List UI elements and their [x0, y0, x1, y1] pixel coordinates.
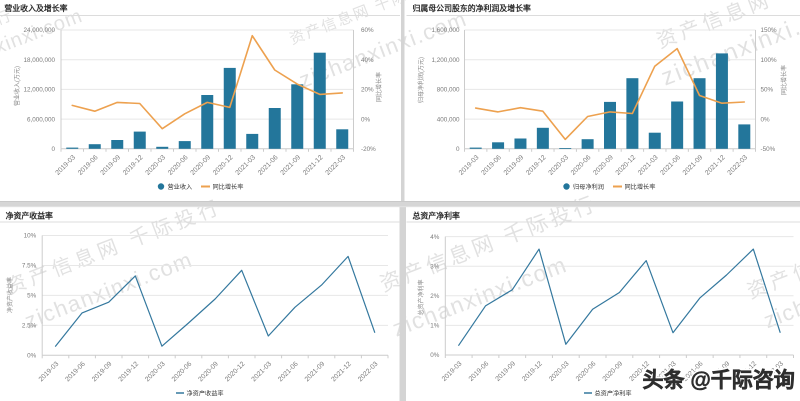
svg-text:2020-12: 2020-12 [212, 154, 235, 177]
svg-text:2019-03: 2019-03 [38, 361, 61, 384]
svg-text:2021-06: 2021-06 [659, 154, 682, 177]
svg-text:400,000: 400,000 [437, 116, 460, 123]
svg-text:营业收入(万元): 营业收入(万元) [13, 66, 21, 106]
svg-text:2020-03: 2020-03 [547, 154, 570, 177]
svg-text:10%: 10% [24, 233, 37, 240]
svg-text:1,600,000: 1,600,000 [431, 27, 460, 34]
svg-text:18,000,000: 18,000,000 [23, 57, 55, 64]
svg-text:800,000: 800,000 [437, 87, 460, 94]
svg-text:净资产收益率: 净资产收益率 [6, 211, 53, 221]
svg-text:2019-09: 2019-09 [503, 154, 526, 177]
svg-text:2019-12: 2019-12 [521, 360, 544, 383]
svg-text:同比增长率: 同比增长率 [375, 72, 383, 102]
svg-text:3%: 3% [430, 263, 440, 270]
svg-text:2020-09: 2020-09 [197, 361, 220, 384]
svg-text:0%: 0% [27, 353, 37, 360]
svg-text:0: 0 [456, 146, 460, 153]
svg-text:20%: 20% [361, 87, 374, 94]
svg-text:2021-03: 2021-03 [251, 361, 274, 384]
svg-text:归母净利润: 归母净利润 [573, 183, 604, 191]
svg-text:2021-09: 2021-09 [304, 361, 327, 384]
svg-text:同比增长率: 同比增长率 [625, 183, 656, 191]
svg-text:2%: 2% [430, 293, 440, 300]
svg-text:2022-03: 2022-03 [324, 154, 347, 177]
svg-text:2019-12: 2019-12 [122, 154, 145, 177]
svg-text:50%: 50% [761, 87, 774, 94]
svg-text:2021-12: 2021-12 [302, 154, 325, 177]
svg-text:2019-09: 2019-09 [494, 360, 517, 383]
svg-text:2020-06: 2020-06 [171, 361, 194, 384]
svg-text:2021-09: 2021-09 [682, 154, 705, 177]
svg-text:1,200,000: 1,200,000 [431, 57, 460, 64]
svg-text:2019-12: 2019-12 [525, 154, 548, 177]
svg-text:12,000,000: 12,000,000 [23, 87, 55, 94]
svg-text:2019-06: 2019-06 [468, 360, 491, 383]
svg-text:100%: 100% [761, 57, 778, 64]
svg-text:2020-03: 2020-03 [144, 154, 167, 177]
svg-text:净资产收益率: 净资产收益率 [6, 277, 14, 313]
svg-text:40%: 40% [361, 57, 374, 64]
svg-text:2021-12: 2021-12 [330, 361, 353, 384]
svg-text:2021-06: 2021-06 [277, 361, 300, 384]
svg-text:4%: 4% [430, 234, 440, 241]
svg-text:7.5%: 7.5% [22, 263, 37, 270]
svg-text:总资产净利率: 总资产净利率 [413, 211, 460, 221]
svg-text:营业收入: 营业收入 [168, 183, 193, 191]
svg-text:2020-03: 2020-03 [548, 360, 571, 383]
svg-text:-50%: -50% [761, 146, 776, 153]
svg-text:2021-03: 2021-03 [637, 154, 660, 177]
svg-text:1%: 1% [430, 323, 440, 330]
svg-text:24,000,000: 24,000,000 [23, 27, 55, 34]
svg-text:同比增长率: 同比增长率 [213, 183, 244, 191]
svg-text:2020-06: 2020-06 [167, 154, 190, 177]
svg-text:2019-09: 2019-09 [91, 361, 114, 384]
svg-text:2019-03: 2019-03 [54, 154, 77, 177]
svg-text:0%: 0% [430, 352, 440, 359]
svg-text:总资产净利率: 总资产净利率 [417, 279, 425, 315]
svg-text:2020-09: 2020-09 [602, 360, 625, 383]
svg-text:2020-12: 2020-12 [224, 361, 247, 384]
svg-text:0%: 0% [761, 116, 771, 123]
svg-text:2019-09: 2019-09 [99, 154, 122, 177]
svg-text:2019-06: 2019-06 [77, 154, 100, 177]
svg-text:60%: 60% [361, 27, 374, 34]
svg-text:5%: 5% [27, 293, 37, 300]
svg-text:同比增长率: 同比增长率 [780, 65, 788, 95]
svg-text:头条 @千际咨询: 头条 @千际咨询 [643, 368, 795, 392]
svg-text:2019-06: 2019-06 [480, 154, 503, 177]
svg-text:2019-06: 2019-06 [64, 361, 87, 384]
svg-text:2020-09: 2020-09 [189, 154, 212, 177]
svg-text:2020-06: 2020-06 [570, 154, 593, 177]
svg-text:0%: 0% [361, 116, 371, 123]
svg-text:0: 0 [51, 146, 55, 153]
svg-text:归母净利润(万元): 归母净利润(万元) [417, 57, 425, 103]
svg-text:2021-12: 2021-12 [704, 154, 727, 177]
svg-text:2020-09: 2020-09 [592, 154, 615, 177]
svg-text:总资产净利率: 总资产净利率 [595, 390, 632, 398]
svg-text:归属母公司股东的净利润及增长率: 归属母公司股东的净利润及增长率 [413, 3, 531, 13]
svg-text:2020-12: 2020-12 [615, 154, 638, 177]
svg-text:6,000,000: 6,000,000 [27, 116, 56, 123]
svg-text:资产信息网 千际投行: 资产信息网 千际投行 [744, 200, 800, 304]
svg-text:2021-09: 2021-09 [279, 154, 302, 177]
svg-text:2021-06: 2021-06 [257, 154, 280, 177]
svg-text:2022-03: 2022-03 [727, 154, 750, 177]
svg-text:2020-03: 2020-03 [144, 361, 167, 384]
svg-text:2.5%: 2.5% [22, 323, 37, 330]
svg-text:2021-03: 2021-03 [234, 154, 257, 177]
svg-text:净资产收益率: 净资产收益率 [187, 390, 224, 398]
svg-text:营业收入及增长率: 营业收入及增长率 [4, 3, 67, 13]
svg-text:头条 @千际咨询: 头条 @千际咨询 [643, 368, 795, 392]
svg-text:-20%: -20% [361, 146, 376, 153]
svg-text:2019-12: 2019-12 [118, 361, 141, 384]
svg-text:2019-03: 2019-03 [441, 360, 464, 383]
svg-text:2022-03: 2022-03 [357, 361, 380, 384]
svg-text:2020-06: 2020-06 [575, 360, 598, 383]
svg-text:2019-03: 2019-03 [458, 154, 481, 177]
svg-text:150%: 150% [761, 27, 778, 34]
